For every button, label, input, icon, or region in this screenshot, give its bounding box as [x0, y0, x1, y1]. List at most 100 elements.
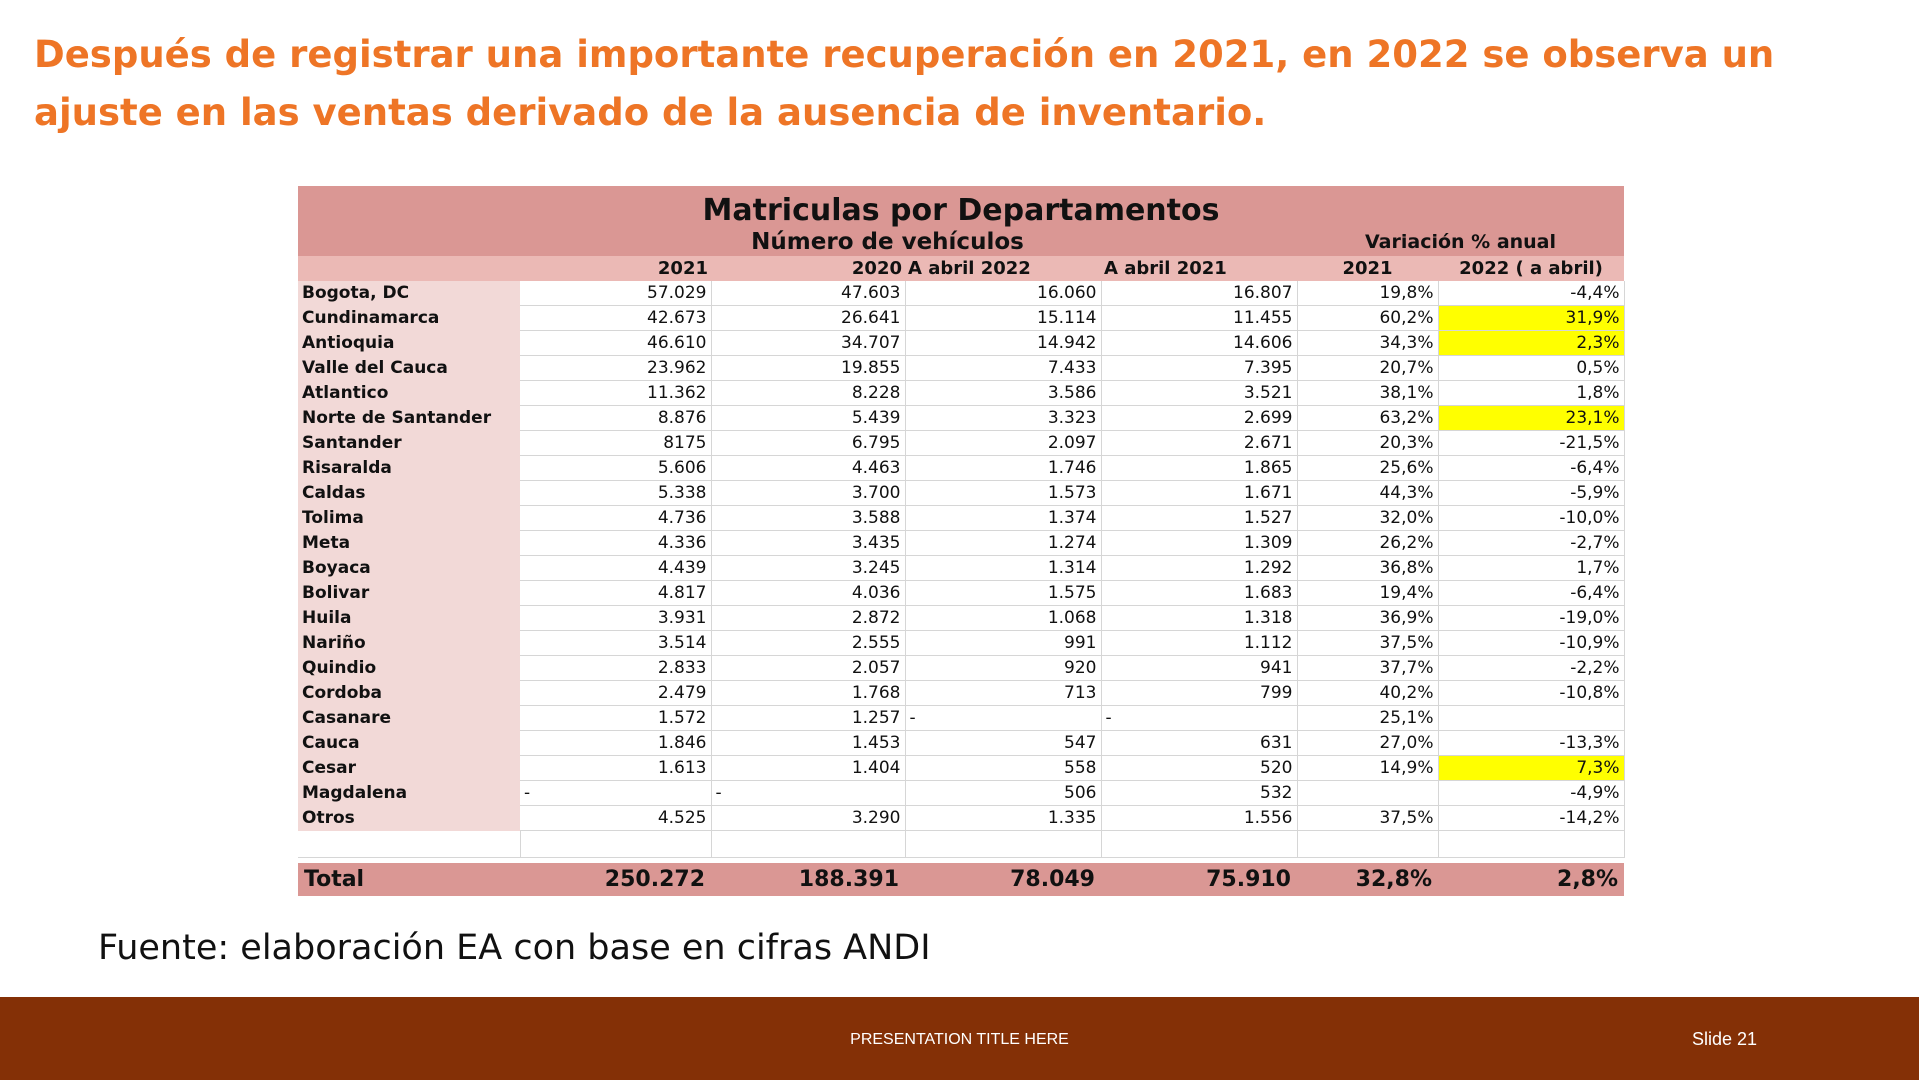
row-department: Valle del Cauca [298, 355, 520, 381]
cell-abril-2022: 547 [905, 730, 1102, 756]
cell-abril-2022: 2.097 [905, 430, 1102, 456]
cell-var-2021: 36,9% [1297, 605, 1439, 631]
row-department: Quindio [298, 655, 520, 681]
cell-2020: 34.707 [711, 330, 906, 356]
header-abril-2022: A abril 2022 [905, 256, 1101, 281]
cell-var-2021: 34,3% [1297, 330, 1439, 356]
header-empty [298, 256, 520, 281]
cell-abril-2021: 1.309 [1101, 530, 1298, 556]
cell-var-2022: -10,0% [1438, 505, 1625, 531]
cell-2020: 4.463 [711, 455, 906, 481]
cell-abril-2021: 941 [1101, 655, 1298, 681]
cell-var-2021: 20,7% [1297, 355, 1439, 381]
table-row: Cordoba 2.479 1.768 713 799 40,2% -10,8% [298, 680, 1625, 706]
cell-var-2021: 36,8% [1297, 555, 1439, 581]
cell-2021: 42.673 [520, 305, 712, 331]
cell-var-2022: -21,5% [1438, 430, 1625, 456]
table-row: Antioquia 46.610 34.707 14.942 14.606 34,3% 2,… [298, 330, 1625, 356]
cell-var-2021: 40,2% [1297, 680, 1439, 706]
cell-var-2022: -5,9% [1438, 480, 1625, 506]
cell-var-2022: 1,7% [1438, 555, 1625, 581]
cell-var-2022: -10,8% [1438, 680, 1625, 706]
cell-abril-2022: 713 [905, 680, 1102, 706]
cell-2021: 4.817 [520, 580, 712, 606]
cell-2020: 3.290 [711, 805, 906, 831]
cell-abril-2022: 3.586 [905, 380, 1102, 406]
cell-2020: 6.795 [711, 430, 906, 456]
table-row: Boyaca 4.439 3.245 1.314 1.292 36,8% 1,7% [298, 555, 1625, 581]
table-row: Huila 3.931 2.872 1.068 1.318 36,9% -19,0% [298, 605, 1625, 631]
row-department: Huila [298, 605, 520, 631]
table-row: Magdalena - -506 532 -4,9% [298, 780, 1625, 806]
row-department: Casanare [298, 705, 520, 731]
total-abril-2022: 78.049 [905, 863, 1101, 896]
cell-abril-2022: 15.114 [905, 305, 1102, 331]
registrations-table-container: Matriculas por Departamentos Número de v… [298, 186, 1625, 896]
header-2020: 2020 [711, 256, 905, 281]
cell-var-2021: 63,2% [1297, 405, 1439, 431]
row-department: Otros [298, 805, 520, 831]
cell-abril-2022: 16.060 [905, 281, 1102, 306]
cell-2021: 46.610 [520, 330, 712, 356]
presentation-title: PRESENTATION TITLE HERE [850, 1031, 1069, 1048]
total-2020: 188.391 [711, 863, 905, 896]
header-var-2022: 2022 ( a abril) [1438, 256, 1625, 281]
cell-2021: 4.336 [520, 530, 712, 556]
subtitle-variation: Variación % anual [1297, 228, 1625, 256]
cell-var-2022: -4,4% [1438, 281, 1625, 306]
cell-abril-2022: 1.274 [905, 530, 1102, 556]
table-row: Risaralda 5.606 4.463 1.746 1.865 25,6% -6,4% [298, 455, 1625, 481]
row-department: Meta [298, 530, 520, 556]
cell-abril-2022: 1.335 [905, 805, 1102, 831]
cell-2020: 1.257 [711, 705, 906, 731]
table-row: Bolivar 4.817 4.036 1.575 1.683 19,4% -6,4% [298, 580, 1625, 606]
cell-var-2021: 60,2% [1297, 305, 1439, 331]
table-body: Bogota, DC 57.029 47.603 16.060 16.807 19,8% -… [298, 281, 1625, 858]
cell-2020: - [711, 780, 906, 806]
row-department: Cesar [298, 755, 520, 781]
cell-2020: 1.768 [711, 680, 906, 706]
cell-var-2021: 19,4% [1297, 580, 1439, 606]
cell-abril-2022: 3.323 [905, 405, 1102, 431]
cell-var-2021 [1297, 780, 1439, 806]
row-department: Bolivar [298, 580, 520, 606]
table-row: Otros 4.525 3.290 1.335 1.556 37,5% -14,2% [298, 805, 1625, 831]
cell-var-2022: -4,9% [1438, 780, 1625, 806]
cell-2021: 5.338 [520, 480, 712, 506]
row-department: Antioquia [298, 330, 520, 356]
cell-2021: 4.525 [520, 805, 712, 831]
cell-var-2021: 44,3% [1297, 480, 1439, 506]
cell-var-2021: 19,8% [1297, 281, 1439, 306]
cell-2020: 2.555 [711, 630, 906, 656]
header-2021: 2021 [520, 256, 711, 281]
cell-abril-2021: 631 [1101, 730, 1298, 756]
table-row: Cundinamarca 42.673 26.641 15.114 11.455 60,2… [298, 305, 1625, 331]
cell-2021: 1.572 [520, 705, 712, 731]
row-department: Tolima [298, 505, 520, 531]
cell-abril-2021: 11.455 [1101, 305, 1298, 331]
total-var-2022: 2,8% [1438, 863, 1625, 896]
cell-2020: 19.855 [711, 355, 906, 381]
cell-var-2022: -2,2% [1438, 655, 1625, 681]
cell-2021: 4.736 [520, 505, 712, 531]
cell-var-2021: 26,2% [1297, 530, 1439, 556]
cell-2020: 47.603 [711, 281, 906, 306]
total-var-2021: 32,8% [1297, 863, 1438, 896]
blank-row [298, 830, 1625, 858]
cell-abril-2021: 2.671 [1101, 430, 1298, 456]
cell-var-2021: 25,6% [1297, 455, 1439, 481]
cell-abril-2021: 14.606 [1101, 330, 1298, 356]
row-department: Cordoba [298, 680, 520, 706]
row-department: Santander [298, 430, 520, 456]
cell-abril-2021: 7.395 [1101, 355, 1298, 381]
cell-abril-2021: 2.699 [1101, 405, 1298, 431]
cell-2021: 5.606 [520, 455, 712, 481]
cell-abril-2022: 920 [905, 655, 1102, 681]
cell-2020: 2.872 [711, 605, 906, 631]
cell-var-2021: 32,0% [1297, 505, 1439, 531]
cell-2020: 26.641 [711, 305, 906, 331]
cell-var-2022: -13,3% [1438, 730, 1625, 756]
header-var-2021: 2021 [1297, 256, 1438, 281]
cell-var-2022: -6,4% [1438, 580, 1625, 606]
cell-var-2022: -14,2% [1438, 805, 1625, 831]
